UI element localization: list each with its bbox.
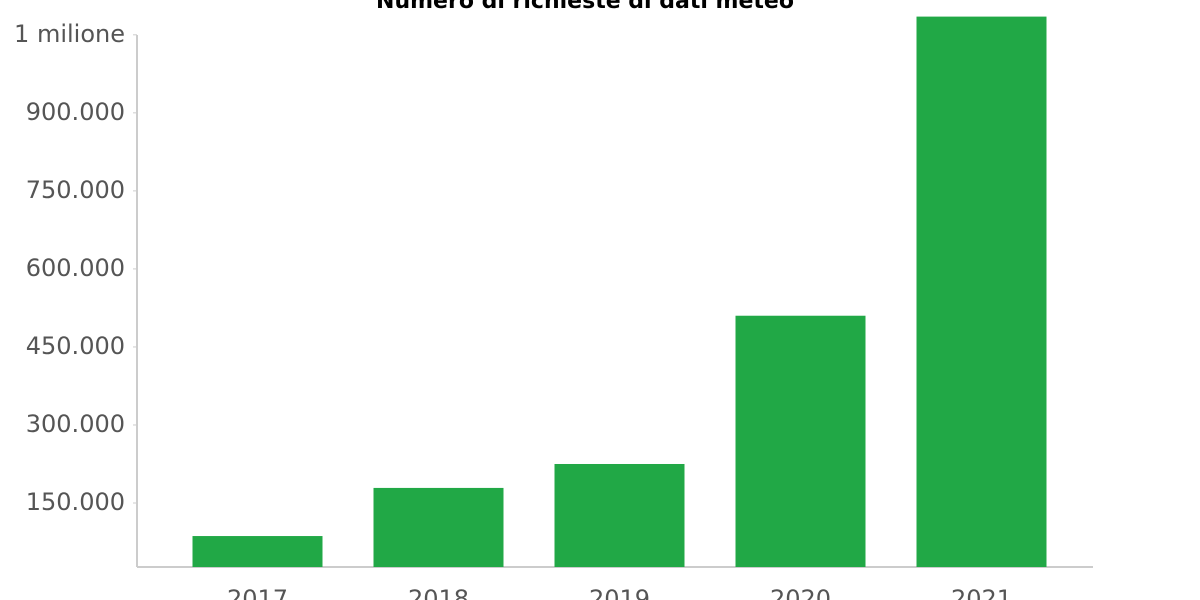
y-tick-label: 1 milione: [14, 20, 125, 48]
x-tick-label: 2020: [770, 585, 831, 600]
y-tick-label: 150.000: [26, 488, 125, 516]
x-tick-label: 2018: [408, 585, 469, 600]
y-tick-label: 900.000: [26, 98, 125, 126]
y-tick-label: 750.000: [26, 176, 125, 204]
x-tick-label: 2021: [951, 585, 1012, 600]
bar: [554, 463, 685, 567]
y-tick-label: 600.000: [26, 254, 125, 282]
x-tick-label: 2017: [227, 585, 288, 600]
y-tick-label: 450.000: [26, 332, 125, 360]
y-tick-label: 300.000: [26, 410, 125, 438]
x-tick-label: 2019: [589, 585, 650, 600]
chart-title: Numero di richieste di dati meteo: [376, 0, 794, 14]
bar: [916, 16, 1047, 567]
bar: [192, 536, 323, 567]
bar: [735, 315, 866, 567]
bar: [373, 487, 504, 567]
